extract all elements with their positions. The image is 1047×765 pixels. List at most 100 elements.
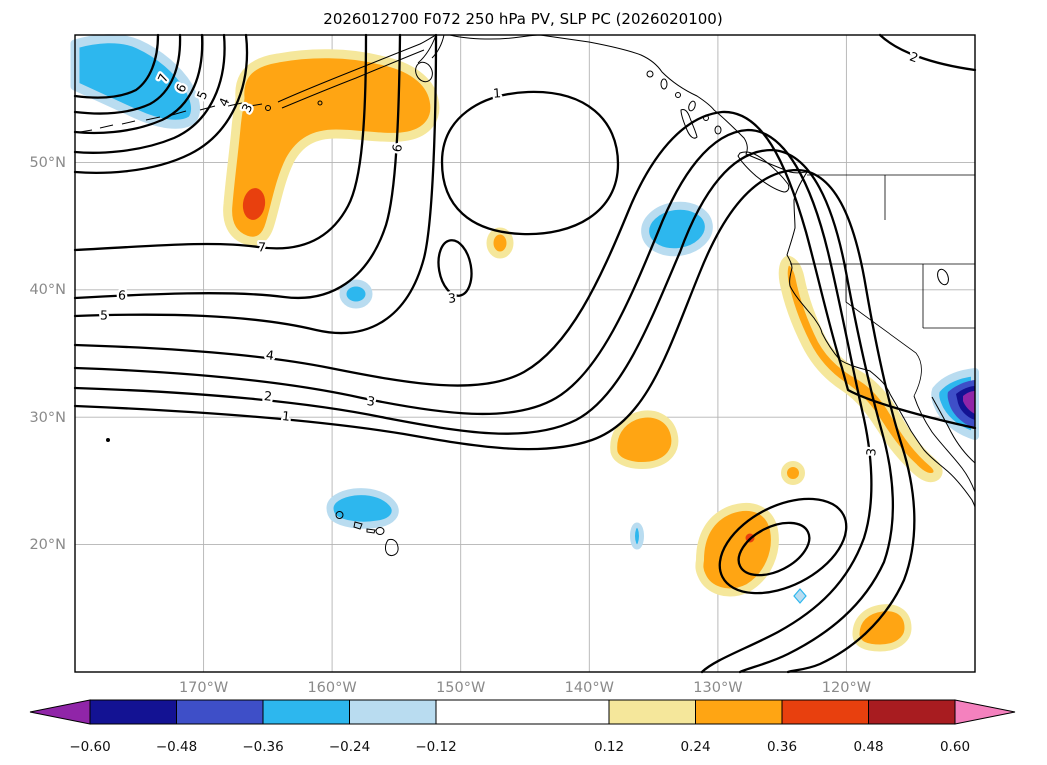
positive-anomaly-small-124w	[781, 461, 805, 485]
positive-core-gulf-of-alaska	[242, 188, 266, 220]
colorbar-tick: 0.36	[767, 739, 797, 755]
contour-2-ridge	[73, 148, 894, 674]
contour-label: 4	[216, 95, 233, 108]
haida-gwaii	[680, 109, 698, 139]
great-salt-lake	[937, 268, 949, 286]
aleutian-tip-island	[265, 105, 271, 111]
negative-anomaly-diamond	[793, 588, 807, 604]
colorbar: −0.60 −0.48 −0.36 −0.24 −0.12 0.12 0.24 …	[29, 699, 1016, 755]
kenai-peninsula	[417, 34, 445, 64]
x-tick-140w: 140°W	[565, 680, 614, 696]
positive-anomaly-subtropical-low	[695, 502, 779, 597]
baranof-island	[660, 78, 668, 90]
colorbar-tick: −0.48	[156, 739, 197, 755]
ca-nv-border	[845, 264, 922, 397]
contour-1-ridge	[73, 168, 916, 674]
contour-label: 3	[863, 447, 879, 456]
contour-label: 5	[100, 307, 108, 322]
y-axis-labels: 50°N 40°N 30°N 20°N	[29, 155, 66, 553]
contour-label: 1	[493, 85, 502, 101]
contour-label: 1	[281, 408, 290, 424]
vancouver-island	[737, 151, 790, 193]
contour-closed-low-outer	[718, 497, 848, 595]
maui-island	[375, 527, 385, 535]
contour-1-closed-high	[440, 90, 620, 236]
negative-anomaly-aleutian	[70, 34, 200, 129]
negative-anomaly-offshore-133w	[641, 201, 713, 257]
contour-4-ridge	[73, 110, 977, 430]
colorbar-over-arrow	[954, 699, 1016, 725]
contour-closed-low-inner	[737, 521, 811, 577]
midway-island-dot	[106, 438, 110, 442]
positive-anomaly-gulf-of-alaska	[223, 49, 440, 246]
colorbar-segment	[176, 699, 264, 725]
contour-3-top-west	[73, 33, 249, 174]
x-tick-150w: 150°W	[436, 680, 485, 696]
colorbar-tick: −0.24	[329, 739, 370, 755]
x-tick-130w: 130°W	[693, 680, 742, 696]
x-axis-labels: 170°W 160°W 150°W 140°W 130°W 120°W	[179, 680, 871, 696]
colorbar-segment	[349, 699, 437, 725]
contour-3-closed-small	[437, 239, 473, 297]
alaska-peninsula	[277, 34, 437, 109]
colorbar-segment	[781, 699, 869, 725]
y-tick-20n: 20°N	[29, 537, 66, 553]
colorbar-tick: −0.60	[69, 739, 110, 755]
contour-label: 6	[389, 143, 405, 153]
kauai-island	[335, 511, 344, 519]
positive-anomaly-southeast	[852, 604, 912, 652]
alexander-island	[675, 92, 681, 98]
contour-label: 3	[447, 290, 456, 306]
colorbar-segment	[695, 699, 783, 725]
shaded-anomalies	[70, 34, 979, 652]
colorbar-tick: 0.24	[680, 739, 710, 755]
contour-7-trough	[73, 33, 368, 252]
colorbar-tick: −0.12	[415, 739, 456, 755]
negative-anomaly-hawaii	[326, 488, 399, 529]
political-borders	[790, 174, 975, 397]
colorbar-under-arrow	[29, 699, 91, 725]
sitka-island	[646, 70, 654, 78]
colorbar-tick: −0.36	[242, 739, 283, 755]
contour-label: 3	[366, 393, 376, 409]
colorbar-tick-labels: −0.60 −0.48 −0.36 −0.24 −0.12 0.12 0.24 …	[69, 739, 970, 755]
coastlines	[79, 34, 976, 556]
chart-title: 2026012700 F072 250 hPa PV, SLP PC (2026…	[323, 10, 722, 28]
contour-label: 6	[118, 287, 127, 302]
coastal-island-2	[714, 125, 722, 135]
x-tick-170w: 170°W	[179, 680, 228, 696]
colorbar-segment	[608, 699, 696, 725]
colorbar-tick: 0.48	[853, 739, 883, 755]
contour-2-northeast-corner	[878, 33, 977, 72]
prince-of-wales-island	[688, 100, 696, 112]
sonora-coast	[931, 396, 976, 464]
pv-contours	[73, 33, 977, 674]
colorbar-segment	[868, 699, 956, 725]
contour-4-top-west	[73, 33, 226, 154]
y-tick-30n: 30°N	[29, 410, 66, 426]
negative-anomaly-sliver-136w	[630, 522, 644, 550]
contour-7-top-west	[73, 33, 160, 99]
graticule	[75, 35, 975, 672]
shumagin-island	[317, 100, 323, 106]
contour-3-ridge	[73, 128, 873, 674]
colorbar-tick: 0.60	[940, 739, 970, 755]
colorbar-segment	[435, 699, 610, 725]
molokai-island	[366, 528, 376, 534]
plot-frame	[74, 34, 976, 673]
positive-anomaly-136w	[610, 410, 679, 469]
colorbar-segment	[262, 699, 350, 725]
x-tick-160w: 160°W	[307, 680, 356, 696]
contour-5-trough	[73, 33, 438, 335]
x-tick-120w: 120°W	[822, 680, 871, 696]
hawaii-big-island	[385, 538, 399, 556]
negative-anomaly-small-158w	[339, 279, 373, 309]
contour-6-trough	[73, 33, 402, 300]
y-tick-40n: 40°N	[29, 282, 66, 298]
positive-anomaly-small-147w	[486, 227, 514, 259]
colorbar-segment	[89, 699, 177, 725]
colorbar-tick: 0.12	[594, 739, 624, 755]
contour-5-top-west	[73, 33, 204, 135]
contour-label: 2	[263, 388, 272, 404]
